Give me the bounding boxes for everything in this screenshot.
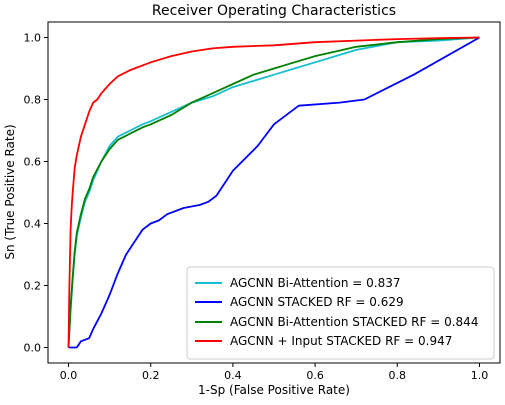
plot-frame bbox=[47, 21, 501, 364]
series-layer bbox=[67, 36, 480, 349]
y-tick-label: 0.8 bbox=[24, 94, 42, 107]
legend-label-3: AGCNN Bi-Attention STACKED RF = 0.844 bbox=[230, 315, 478, 329]
x-tick-label: 0.0 bbox=[60, 369, 78, 382]
x-axis-label: 1-Sp (False Positive Rate) bbox=[198, 383, 350, 397]
y-axis-ticks: 0.0 0.2 0.4 0.6 0.8 1.0 bbox=[24, 32, 48, 355]
legend-box bbox=[186, 266, 495, 360]
y-tick-label: 0.4 bbox=[24, 218, 42, 231]
series-line-agcnn-input-stacked-rf bbox=[67, 36, 480, 348]
x-tick-label: 0.8 bbox=[389, 369, 407, 382]
legend-label-1: AGCNN Bi-Attention = 0.837 bbox=[230, 276, 401, 290]
legend-label-4: AGCNN + Input STACKED RF = 0.947 bbox=[230, 334, 452, 348]
y-tick-label: 1.0 bbox=[24, 32, 42, 45]
x-tick-label: 0.2 bbox=[142, 369, 160, 382]
y-tick-label: 0.0 bbox=[24, 342, 42, 355]
y-tick-label: 0.2 bbox=[24, 280, 42, 293]
chart-title: Receiver Operating Characteristics bbox=[152, 3, 396, 19]
x-tick-label: 0.4 bbox=[224, 369, 242, 382]
y-tick-label: 0.6 bbox=[24, 156, 42, 169]
series-line-agcnn-bi-attention-stacked-rf bbox=[67, 36, 480, 348]
x-tick-label: 1.0 bbox=[471, 369, 489, 382]
x-tick-label: 0.6 bbox=[306, 369, 324, 382]
series-line-agcnn-stacked-rf bbox=[68, 36, 480, 349]
y-axis-label: Sn (True Positive Rate) bbox=[3, 124, 17, 259]
legend-label-2: AGCNN STACKED RF = 0.629 bbox=[230, 295, 404, 309]
legend: AGCNN Bi-Attention = 0.837 AGCNN STACKED… bbox=[186, 266, 495, 360]
x-axis-ticks: 0.0 0.2 0.4 0.6 0.8 1.0 bbox=[60, 363, 488, 382]
